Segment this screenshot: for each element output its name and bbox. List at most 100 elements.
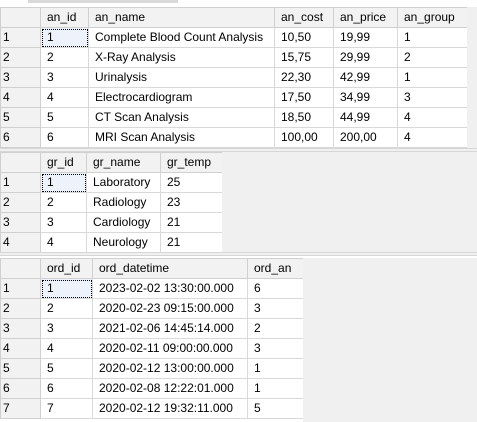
cell-ord-an[interactable]: 3: [247, 338, 304, 359]
cell-an-cost[interactable]: 10,50: [274, 27, 334, 48]
row-number[interactable]: 4: [0, 338, 41, 359]
table-row[interactable]: 6 6 2020-02-08 12:22:01.000 1: [0, 378, 304, 399]
cell-gr-id[interactable]: 4: [40, 232, 87, 252]
table-row[interactable]: 4 4 Neurology 21: [0, 232, 223, 252]
row-number[interactable]: 7: [0, 398, 41, 419]
cell-gr-temp[interactable]: 23: [160, 192, 223, 213]
cell-an-group[interactable]: 4: [397, 107, 468, 128]
cell-ord-datetime[interactable]: 2020-02-12 13:00:00.000: [92, 358, 248, 379]
column-header-an-price[interactable]: an_price: [333, 7, 398, 28]
table-row[interactable]: 3 3 2021-02-06 14:45:14.000 2: [0, 318, 304, 339]
results-pane-splitter[interactable]: [0, 148, 477, 152]
table-row[interactable]: 2 2 Radiology 23: [0, 192, 223, 213]
cell-gr-name[interactable]: Laboratory: [86, 172, 161, 193]
table-row[interactable]: 2 2 2020-02-23 09:15:00.000 3: [0, 298, 304, 319]
table-row[interactable]: 6 6 MRI Scan Analysis 100,00 200,00 4: [0, 127, 468, 148]
cell-ord-id[interactable]: 6: [40, 378, 93, 399]
cell-gr-name[interactable]: Cardiology: [86, 212, 161, 233]
column-header-ord-datetime[interactable]: ord_datetime: [92, 258, 248, 279]
select-all-corner[interactable]: [0, 152, 41, 173]
cell-gr-id[interactable]: 1: [40, 172, 87, 193]
cell-an-id[interactable]: 5: [40, 107, 89, 128]
table-row[interactable]: 2 2 X-Ray Analysis 15,75 29,99 2: [0, 47, 468, 68]
results-pane-splitter[interactable]: [0, 252, 477, 256]
cell-an-id[interactable]: 6: [40, 127, 89, 148]
table-row[interactable]: 5 5 2020-02-12 13:00:00.000 1: [0, 358, 304, 379]
cell-an-price[interactable]: 42,99: [333, 67, 398, 88]
cell-gr-id[interactable]: 2: [40, 192, 87, 213]
cell-ord-id[interactable]: 7: [40, 398, 93, 419]
cell-an-cost[interactable]: 22,30: [274, 67, 334, 88]
cell-ord-id[interactable]: 2: [40, 298, 93, 319]
cell-ord-an[interactable]: 3: [247, 298, 304, 319]
row-number[interactable]: 2: [0, 298, 41, 319]
results-grid-analyses[interactable]: an_id an_name an_cost an_price an_group …: [0, 7, 477, 148]
table-row[interactable]: 1 1 Laboratory 25: [0, 172, 223, 193]
cell-gr-temp[interactable]: 21: [160, 212, 223, 233]
table-row[interactable]: 5 5 CT Scan Analysis 18,50 44,99 4: [0, 107, 468, 128]
column-header-an-cost[interactable]: an_cost: [274, 7, 334, 28]
cell-ord-datetime[interactable]: 2020-02-08 12:22:01.000: [92, 378, 248, 399]
cell-ord-an[interactable]: 6: [247, 278, 304, 299]
table-row[interactable]: 1 1 Complete Blood Count Analysis 10,50 …: [0, 27, 468, 48]
table-row[interactable]: 1 1 2023-02-02 13:30:00.000 6: [0, 278, 304, 299]
cell-an-group[interactable]: 1: [397, 67, 468, 88]
table-row[interactable]: 4 4 2020-02-11 09:00:00.000 3: [0, 338, 304, 359]
cell-an-group[interactable]: 4: [397, 127, 468, 148]
cell-an-id[interactable]: 2: [40, 47, 89, 68]
cell-ord-datetime[interactable]: 2021-02-06 14:45:14.000: [92, 318, 248, 339]
cell-an-cost[interactable]: 15,75: [274, 47, 334, 68]
cell-ord-an[interactable]: 2: [247, 318, 304, 339]
column-header-an-name[interactable]: an_name: [88, 7, 275, 28]
select-all-corner[interactable]: [0, 258, 41, 279]
cell-an-group[interactable]: 1: [397, 27, 468, 48]
table-row[interactable]: 4 4 Electrocardiogram 17,50 34,99 3: [0, 87, 468, 108]
cell-ord-an[interactable]: 1: [247, 378, 304, 399]
cell-an-name[interactable]: Urinalysis: [88, 67, 275, 88]
cell-ord-datetime[interactable]: 2020-02-12 19:32:11.000: [92, 398, 248, 419]
cell-gr-name[interactable]: Radiology: [86, 192, 161, 213]
column-header-an-group[interactable]: an_group: [397, 7, 468, 28]
column-header-gr-temp[interactable]: gr_temp: [160, 152, 223, 173]
cell-an-price[interactable]: 34,99: [333, 87, 398, 108]
cell-gr-temp[interactable]: 21: [160, 232, 223, 252]
column-header-ord-id[interactable]: ord_id: [40, 258, 93, 279]
cell-an-cost[interactable]: 18,50: [274, 107, 334, 128]
row-number[interactable]: 2: [0, 192, 41, 213]
cell-an-group[interactable]: 2: [397, 47, 468, 68]
cell-an-price[interactable]: 200,00: [333, 127, 398, 148]
cell-an-name[interactable]: CT Scan Analysis: [88, 107, 275, 128]
cell-an-price[interactable]: 44,99: [333, 107, 398, 128]
row-number[interactable]: 1: [0, 278, 41, 299]
table-row[interactable]: 3 3 Cardiology 21: [0, 212, 223, 233]
cell-ord-datetime[interactable]: 2023-02-02 13:30:00.000: [92, 278, 248, 299]
column-header-gr-id[interactable]: gr_id: [40, 152, 87, 173]
cell-ord-an[interactable]: 1: [247, 358, 304, 379]
row-number[interactable]: 3: [0, 212, 41, 233]
cell-an-name[interactable]: MRI Scan Analysis: [88, 127, 275, 148]
cell-an-id[interactable]: 4: [40, 87, 89, 108]
cell-an-id[interactable]: 1: [40, 27, 89, 48]
cell-an-group[interactable]: 3: [397, 87, 468, 108]
results-grid-orders[interactable]: ord_id ord_datetime ord_an 1 1 2023-02-0…: [0, 258, 477, 422]
column-header-ord-an[interactable]: ord_an: [247, 258, 304, 279]
row-number[interactable]: 5: [0, 358, 41, 379]
cell-an-cost[interactable]: 100,00: [274, 127, 334, 148]
cell-an-price[interactable]: 19,99: [333, 27, 398, 48]
row-number[interactable]: 4: [0, 232, 41, 252]
cell-ord-an[interactable]: 5: [247, 398, 304, 419]
cell-ord-datetime[interactable]: 2020-02-11 09:00:00.000: [92, 338, 248, 359]
column-header-gr-name[interactable]: gr_name: [86, 152, 161, 173]
cell-ord-id[interactable]: 5: [40, 358, 93, 379]
cell-an-name[interactable]: Complete Blood Count Analysis: [88, 27, 275, 48]
table-row[interactable]: 3 3 Urinalysis 22,30 42,99 1: [0, 67, 468, 88]
row-number[interactable]: 6: [0, 378, 41, 399]
cell-gr-id[interactable]: 3: [40, 212, 87, 233]
cell-gr-name[interactable]: Neurology: [86, 232, 161, 252]
cell-ord-id[interactable]: 3: [40, 318, 93, 339]
results-grid-groups[interactable]: gr_id gr_name gr_temp 1 1 Laboratory 25 …: [0, 152, 477, 252]
row-number[interactable]: 3: [0, 318, 41, 339]
row-number[interactable]: 5: [0, 107, 41, 128]
results-tab[interactable]: [28, 0, 178, 3]
cell-an-name[interactable]: Electrocardiogram: [88, 87, 275, 108]
